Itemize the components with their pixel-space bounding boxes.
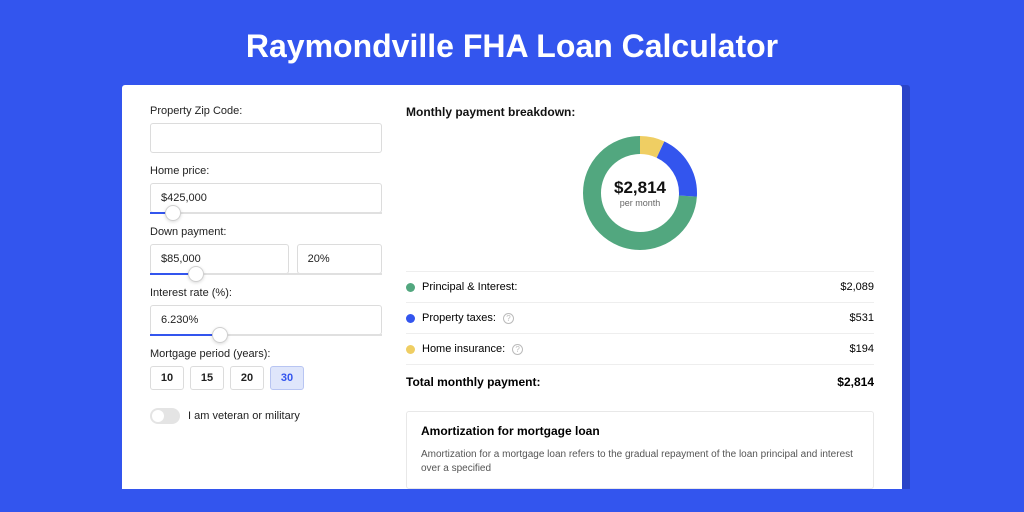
results-column: Monthly payment breakdown: $2,814 per mo… bbox=[406, 105, 902, 489]
down-payment-pct-input[interactable] bbox=[297, 244, 382, 274]
home-price-field: Home price: bbox=[150, 165, 382, 214]
down-payment-label: Down payment: bbox=[150, 226, 382, 238]
down-payment-field: Down payment: bbox=[150, 226, 382, 275]
amortization-text: Amortization for a mortgage loan refers … bbox=[421, 448, 859, 476]
home-price-input[interactable] bbox=[150, 183, 382, 213]
breakdown-title: Monthly payment breakdown: bbox=[406, 105, 874, 119]
amortization-section: Amortization for mortgage loan Amortizat… bbox=[406, 411, 874, 489]
veteran-toggle[interactable] bbox=[150, 408, 180, 424]
page-title: Raymondville FHA Loan Calculator bbox=[0, 0, 1024, 85]
home-price-slider[interactable] bbox=[150, 212, 382, 214]
dot-icon bbox=[406, 314, 415, 323]
amortization-title: Amortization for mortgage loan bbox=[421, 424, 859, 438]
veteran-row: I am veteran or military bbox=[150, 408, 382, 424]
legend-principal-label: Principal & Interest: bbox=[422, 281, 517, 293]
period-field: Mortgage period (years): 10152030 bbox=[150, 348, 382, 390]
legend-taxes-amount: $531 bbox=[850, 312, 874, 324]
total-row: Total monthly payment: $2,814 bbox=[406, 364, 874, 399]
legend-insurance-amount: $194 bbox=[850, 343, 874, 355]
help-icon[interactable]: ? bbox=[503, 313, 514, 324]
interest-slider[interactable] bbox=[150, 334, 382, 336]
donut-chart: $2,814 per month bbox=[406, 127, 874, 271]
total-label: Total monthly payment: bbox=[406, 375, 540, 389]
down-payment-input[interactable] bbox=[150, 244, 289, 274]
legend-insurance-label: Home insurance: bbox=[422, 343, 505, 355]
total-amount: $2,814 bbox=[837, 375, 874, 389]
period-btn-20[interactable]: 20 bbox=[230, 366, 264, 390]
zip-label: Property Zip Code: bbox=[150, 105, 382, 117]
legend-insurance: Home insurance: ? $194 bbox=[406, 333, 874, 364]
dot-icon bbox=[406, 283, 415, 292]
legend-taxes: Property taxes: ? $531 bbox=[406, 302, 874, 333]
calculator-card: Property Zip Code: Home price: Down paym… bbox=[122, 85, 902, 489]
donut-sub: per month bbox=[620, 198, 661, 208]
period-btn-15[interactable]: 15 bbox=[190, 366, 224, 390]
legend-principal-amount: $2,089 bbox=[840, 281, 874, 293]
interest-field: Interest rate (%): bbox=[150, 287, 382, 336]
inputs-column: Property Zip Code: Home price: Down paym… bbox=[122, 105, 382, 489]
help-icon[interactable]: ? bbox=[512, 344, 523, 355]
veteran-label: I am veteran or military bbox=[188, 410, 300, 422]
zip-field: Property Zip Code: bbox=[150, 105, 382, 153]
period-btn-10[interactable]: 10 bbox=[150, 366, 184, 390]
interest-input[interactable] bbox=[150, 305, 382, 335]
dot-icon bbox=[406, 345, 415, 354]
period-label: Mortgage period (years): bbox=[150, 348, 382, 360]
interest-label: Interest rate (%): bbox=[150, 287, 382, 299]
legend-taxes-label: Property taxes: bbox=[422, 312, 496, 324]
donut-amount: $2,814 bbox=[614, 178, 666, 198]
period-btn-30[interactable]: 30 bbox=[270, 366, 304, 390]
home-price-label: Home price: bbox=[150, 165, 382, 177]
zip-input[interactable] bbox=[150, 123, 382, 153]
legend-principal: Principal & Interest: $2,089 bbox=[406, 271, 874, 302]
down-payment-slider[interactable] bbox=[150, 273, 382, 275]
